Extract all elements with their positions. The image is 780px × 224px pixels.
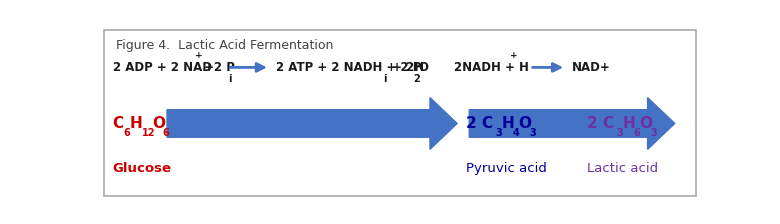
Text: H: H xyxy=(622,116,635,131)
Text: C: C xyxy=(112,116,124,131)
Text: 6: 6 xyxy=(123,128,130,138)
Text: 2 C: 2 C xyxy=(466,116,494,131)
Text: Pyruvic acid: Pyruvic acid xyxy=(466,162,547,175)
Text: 6: 6 xyxy=(163,128,169,138)
Text: H: H xyxy=(129,116,142,131)
Text: 2: 2 xyxy=(413,75,420,84)
Text: Lactic acid: Lactic acid xyxy=(587,162,658,175)
Text: O: O xyxy=(419,61,428,74)
Text: +: + xyxy=(510,51,517,60)
Text: + 2H: + 2H xyxy=(388,61,424,74)
Text: i: i xyxy=(228,75,232,84)
Polygon shape xyxy=(167,98,457,149)
Text: O: O xyxy=(639,116,652,131)
Text: 3: 3 xyxy=(616,128,623,138)
Text: NAD+: NAD+ xyxy=(572,61,611,74)
Text: 2 ADP + 2 NAD: 2 ADP + 2 NAD xyxy=(112,61,211,74)
Text: 12: 12 xyxy=(142,128,155,138)
Text: 3: 3 xyxy=(530,128,537,138)
Text: 6: 6 xyxy=(633,128,640,138)
Text: H: H xyxy=(502,116,514,131)
Text: +: + xyxy=(196,51,203,60)
Text: 2NADH + H: 2NADH + H xyxy=(454,61,529,74)
Text: 2 C: 2 C xyxy=(587,116,615,131)
Text: Glucose: Glucose xyxy=(112,162,172,175)
Text: 3: 3 xyxy=(495,128,502,138)
Text: O: O xyxy=(518,116,531,131)
Text: 4: 4 xyxy=(512,128,519,138)
Text: O: O xyxy=(152,116,165,131)
Text: i: i xyxy=(384,75,387,84)
Text: 2 ATP + 2 NADH + 2 P: 2 ATP + 2 NADH + 2 P xyxy=(276,61,421,74)
Polygon shape xyxy=(470,98,675,149)
Text: +2 P: +2 P xyxy=(200,61,235,74)
Text: 3: 3 xyxy=(651,128,658,138)
Text: Figure 4.  Lactic Acid Fermentation: Figure 4. Lactic Acid Fermentation xyxy=(115,39,333,52)
